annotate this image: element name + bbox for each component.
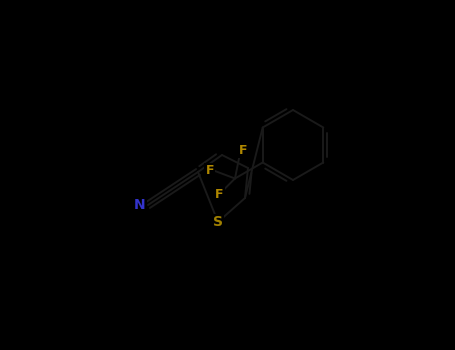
Text: F: F	[215, 188, 224, 201]
Text: F: F	[239, 144, 247, 157]
Text: N: N	[134, 198, 146, 212]
Text: F: F	[206, 164, 214, 177]
Text: S: S	[213, 215, 223, 229]
